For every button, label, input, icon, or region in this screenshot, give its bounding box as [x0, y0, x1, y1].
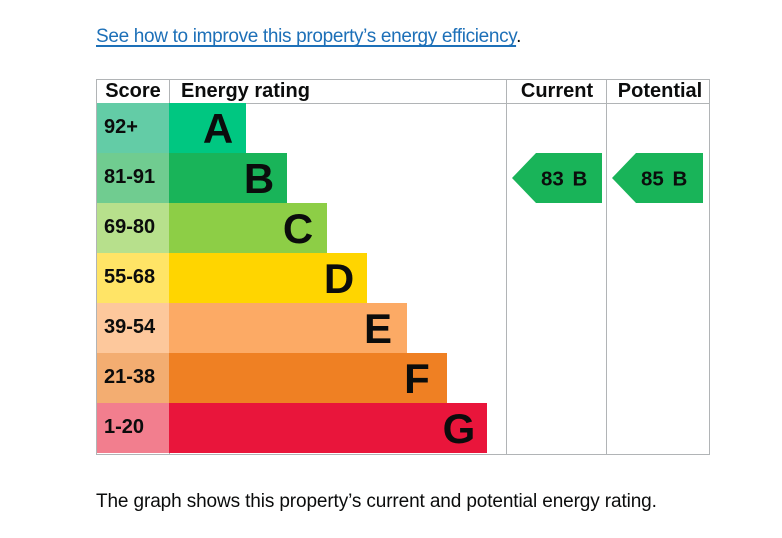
svg-text:B: B — [673, 168, 688, 191]
svg-text:83: 83 — [541, 168, 564, 191]
svg-text:85: 85 — [641, 168, 664, 191]
svg-text:B: B — [573, 168, 588, 191]
